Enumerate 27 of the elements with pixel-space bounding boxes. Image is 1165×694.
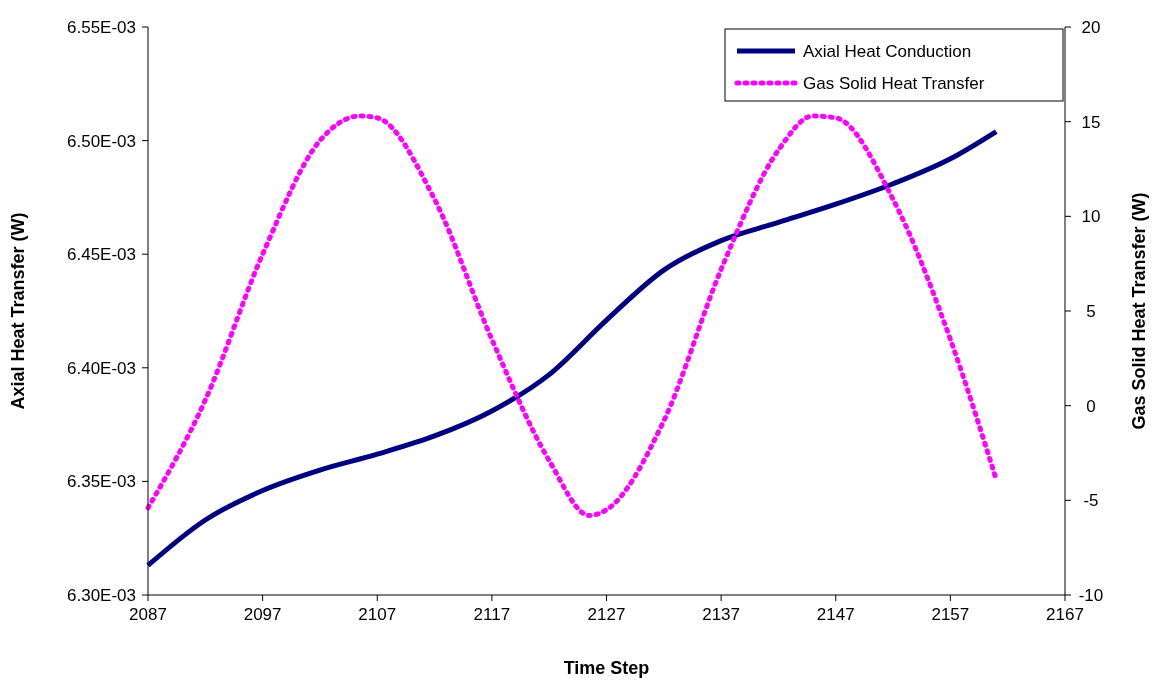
y2-tick-label: 5 bbox=[1086, 302, 1096, 321]
y2-tick-label: 15 bbox=[1081, 112, 1101, 132]
x-axis-title: Time Step bbox=[563, 658, 650, 678]
x-tick-label: 2097 bbox=[243, 605, 282, 624]
y2-axis-title: Gas Solid Heat Transfer (W) bbox=[1129, 192, 1149, 430]
y-tick-label: 6.55E-03 bbox=[67, 18, 136, 37]
x-tick-label: 2127 bbox=[587, 605, 626, 624]
x-tick-label: 2157 bbox=[931, 605, 970, 624]
y2-tick-label: -5 bbox=[1083, 491, 1099, 511]
x-tick-label: 2167 bbox=[1046, 605, 1084, 624]
y2-tick-label: 20 bbox=[1081, 18, 1101, 37]
y2-tick-label: 0 bbox=[1086, 396, 1096, 416]
legend-label: Axial Heat Conduction bbox=[803, 42, 972, 61]
x-tick-label: 2107 bbox=[358, 605, 397, 624]
x-tick-label: 2147 bbox=[816, 605, 855, 624]
y-tick-label: 6.45E-03 bbox=[67, 245, 136, 265]
y-tick-label: 6.50E-03 bbox=[67, 131, 136, 151]
y2-tick-label: -10 bbox=[1078, 586, 1104, 605]
y2-tick-label: 10 bbox=[1081, 207, 1101, 227]
y-axis-title: Axial Heat Transfer (W) bbox=[8, 212, 28, 410]
x-tick-label: 2087 bbox=[129, 605, 167, 624]
legend-label: Gas Solid Heat Transfer bbox=[803, 74, 985, 93]
y-tick-label: 6.30E-03 bbox=[67, 586, 136, 605]
y-tick-label: 6.35E-03 bbox=[67, 472, 136, 492]
x-tick-label: 2137 bbox=[702, 605, 741, 624]
y-tick-label: 6.40E-03 bbox=[67, 358, 136, 378]
x-tick-label: 2117 bbox=[473, 605, 511, 624]
